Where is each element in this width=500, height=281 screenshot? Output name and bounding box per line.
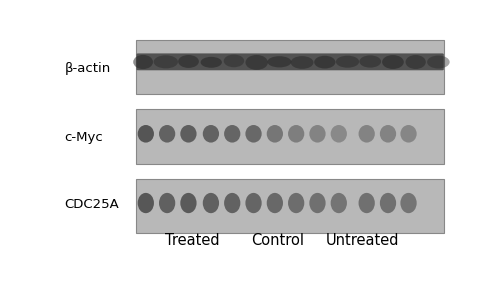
Ellipse shape	[133, 55, 153, 69]
Text: CDC25A: CDC25A	[64, 198, 119, 211]
Ellipse shape	[224, 125, 240, 142]
Ellipse shape	[310, 193, 326, 213]
Bar	[136, 110, 444, 164]
Ellipse shape	[203, 125, 219, 142]
Ellipse shape	[400, 125, 416, 142]
Ellipse shape	[268, 56, 291, 67]
Ellipse shape	[382, 55, 404, 69]
Ellipse shape	[400, 193, 416, 213]
Ellipse shape	[246, 193, 262, 213]
Bar	[136, 179, 444, 233]
Ellipse shape	[358, 125, 375, 142]
Ellipse shape	[358, 193, 375, 213]
FancyBboxPatch shape	[136, 53, 444, 70]
Bar	[136, 40, 444, 94]
Ellipse shape	[224, 55, 244, 67]
Ellipse shape	[159, 125, 176, 142]
Ellipse shape	[406, 55, 426, 69]
Ellipse shape	[246, 125, 262, 142]
Ellipse shape	[330, 125, 347, 142]
Text: β-actin: β-actin	[64, 62, 110, 75]
Text: Control: Control	[251, 233, 304, 248]
Ellipse shape	[154, 55, 178, 68]
Ellipse shape	[266, 193, 283, 213]
Ellipse shape	[380, 193, 396, 213]
Ellipse shape	[336, 56, 359, 68]
Text: Treated: Treated	[165, 233, 220, 248]
Text: c-Myc: c-Myc	[64, 131, 103, 144]
Ellipse shape	[224, 193, 240, 213]
Ellipse shape	[288, 193, 304, 213]
Ellipse shape	[178, 55, 199, 68]
Ellipse shape	[380, 125, 396, 142]
Ellipse shape	[290, 56, 314, 69]
Ellipse shape	[266, 125, 283, 142]
Ellipse shape	[314, 56, 336, 69]
Ellipse shape	[288, 125, 304, 142]
Ellipse shape	[200, 57, 222, 68]
Ellipse shape	[427, 56, 450, 69]
Ellipse shape	[138, 193, 154, 213]
Ellipse shape	[138, 125, 154, 142]
Text: Untreated: Untreated	[326, 233, 400, 248]
Ellipse shape	[310, 125, 326, 142]
Ellipse shape	[360, 55, 381, 68]
Ellipse shape	[180, 193, 196, 213]
Ellipse shape	[246, 55, 268, 70]
Ellipse shape	[203, 193, 219, 213]
Ellipse shape	[330, 193, 347, 213]
Ellipse shape	[180, 125, 196, 142]
Ellipse shape	[159, 193, 176, 213]
